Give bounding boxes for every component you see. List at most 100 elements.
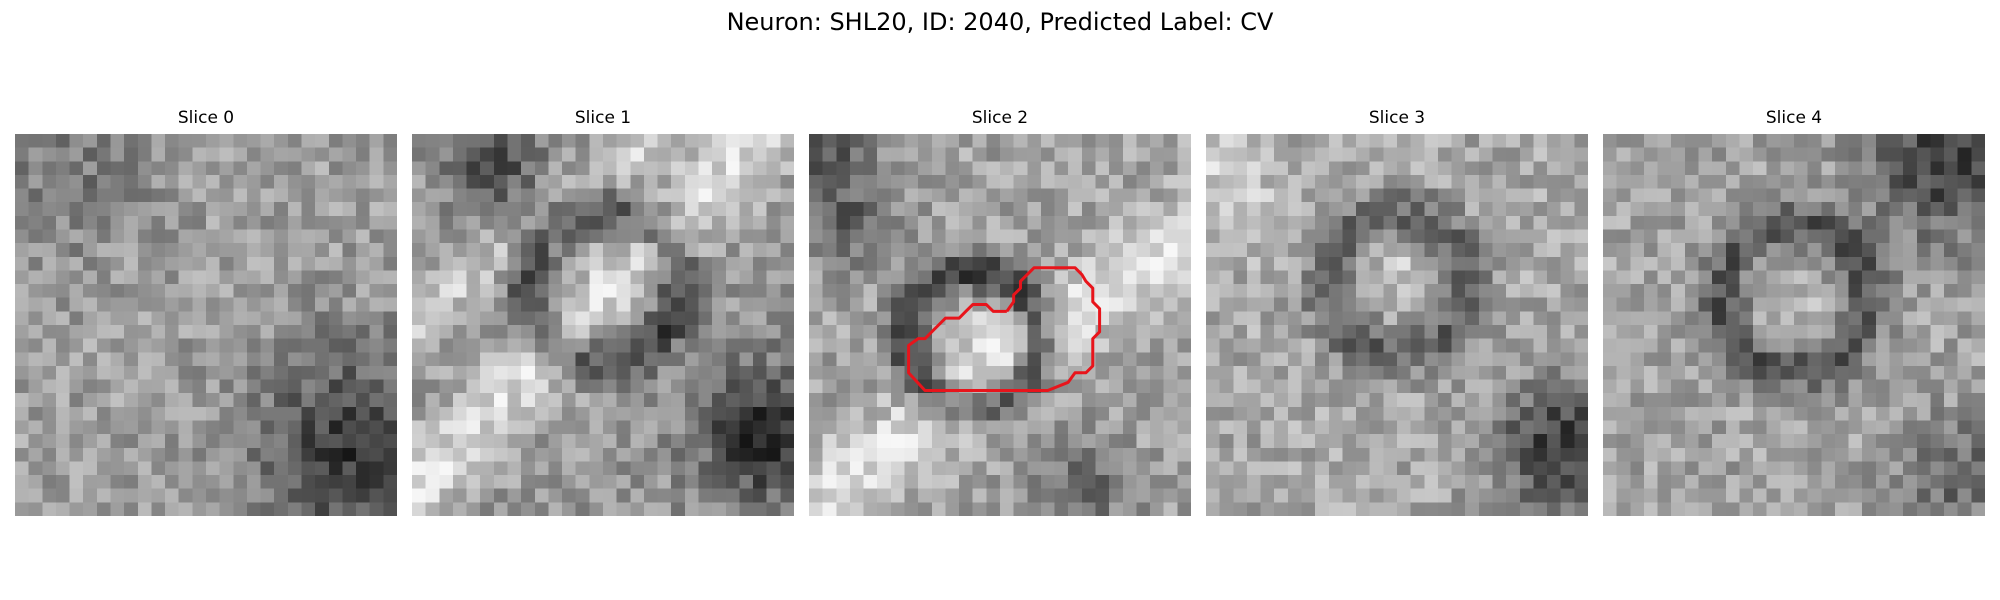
pixel <box>1916 188 1931 203</box>
pixel <box>959 352 973 367</box>
pixel <box>69 393 84 408</box>
pixel <box>412 229 426 244</box>
pixel <box>1150 365 1164 380</box>
pixel <box>959 270 973 285</box>
pixel <box>1889 434 1904 449</box>
pixel <box>849 488 864 503</box>
pixel <box>369 297 384 312</box>
pixel <box>1547 229 1561 244</box>
pixel <box>1150 447 1164 462</box>
pixel <box>1000 352 1014 367</box>
pixel <box>1287 229 1302 244</box>
pixel <box>671 229 686 244</box>
pixel <box>1766 256 1781 271</box>
pixel <box>657 393 672 408</box>
pixel <box>1040 147 1055 162</box>
pixel <box>1533 215 1548 230</box>
pixel <box>1603 365 1617 380</box>
pixel <box>904 434 919 449</box>
pixel <box>616 488 631 503</box>
pixel <box>1903 365 1918 380</box>
pixel <box>575 270 590 285</box>
pixel <box>1794 174 1808 189</box>
pixel <box>1684 325 1699 339</box>
pixel <box>1862 502 1877 516</box>
pixel <box>219 256 234 271</box>
pixel <box>822 488 837 503</box>
pixel <box>124 188 139 203</box>
pixel <box>219 270 234 285</box>
pixel <box>124 202 139 217</box>
pixel <box>233 475 248 489</box>
pixel <box>616 202 631 217</box>
pixel <box>616 215 631 230</box>
pixel <box>684 174 699 189</box>
pixel <box>1794 379 1808 394</box>
pixel <box>1766 338 1781 353</box>
pixel <box>1109 188 1124 203</box>
pixel <box>1369 420 1384 435</box>
pixel <box>274 270 289 285</box>
pixel <box>1219 284 1234 298</box>
pixel <box>521 270 536 285</box>
pixel <box>1780 488 1795 503</box>
pixel <box>1260 174 1275 189</box>
pixel <box>972 502 987 516</box>
pixel <box>192 243 207 258</box>
pixel <box>493 188 508 203</box>
pixel <box>863 147 878 162</box>
pixel <box>233 420 248 435</box>
pixel <box>1684 284 1699 298</box>
pixel <box>1903 393 1918 408</box>
pixel <box>1301 202 1316 217</box>
pixel <box>1657 174 1672 189</box>
pixel <box>260 488 275 503</box>
pixel <box>1136 297 1151 312</box>
pixel <box>1712 488 1727 503</box>
pixel <box>1233 338 1248 353</box>
pixel <box>1081 393 1096 408</box>
pixel <box>246 174 261 189</box>
pixel <box>1560 161 1575 176</box>
pixel <box>534 229 549 244</box>
pixel <box>369 147 384 162</box>
pixel <box>1519 284 1534 298</box>
pixel <box>110 502 125 516</box>
pixel <box>931 365 946 380</box>
pixel <box>28 352 43 367</box>
pixel <box>1547 161 1561 176</box>
pixel <box>1889 352 1904 367</box>
pixel <box>439 297 454 312</box>
pixel <box>904 174 919 189</box>
pixel <box>1397 161 1411 176</box>
pixel <box>1739 147 1754 162</box>
pixel <box>780 134 794 148</box>
pixel <box>1875 393 1890 408</box>
pixel <box>1068 134 1083 148</box>
pixel <box>959 393 973 408</box>
pixel <box>1301 256 1316 271</box>
pixel <box>849 338 864 353</box>
pixel <box>589 434 604 449</box>
pixel <box>766 502 781 516</box>
pixel <box>1369 243 1384 258</box>
pixel <box>137 229 152 244</box>
pixel <box>342 502 357 516</box>
pixel <box>412 502 426 516</box>
pixel <box>1040 284 1055 298</box>
pixel <box>657 325 672 339</box>
pixel <box>1163 174 1178 189</box>
pixel <box>1315 311 1330 326</box>
pixel <box>83 270 98 285</box>
pixel <box>1150 202 1164 217</box>
pixel <box>1643 447 1658 462</box>
slice-panels: Slice 0 Slice 1 Slice 2 Slice 3 Slice 4 <box>15 106 1985 518</box>
pixel <box>1274 475 1289 489</box>
pixel <box>110 229 125 244</box>
pixel <box>15 202 29 217</box>
pixel <box>684 447 699 462</box>
pixel <box>548 161 563 176</box>
pixel <box>1233 256 1248 271</box>
pixel <box>780 488 794 503</box>
pixel <box>480 502 495 516</box>
